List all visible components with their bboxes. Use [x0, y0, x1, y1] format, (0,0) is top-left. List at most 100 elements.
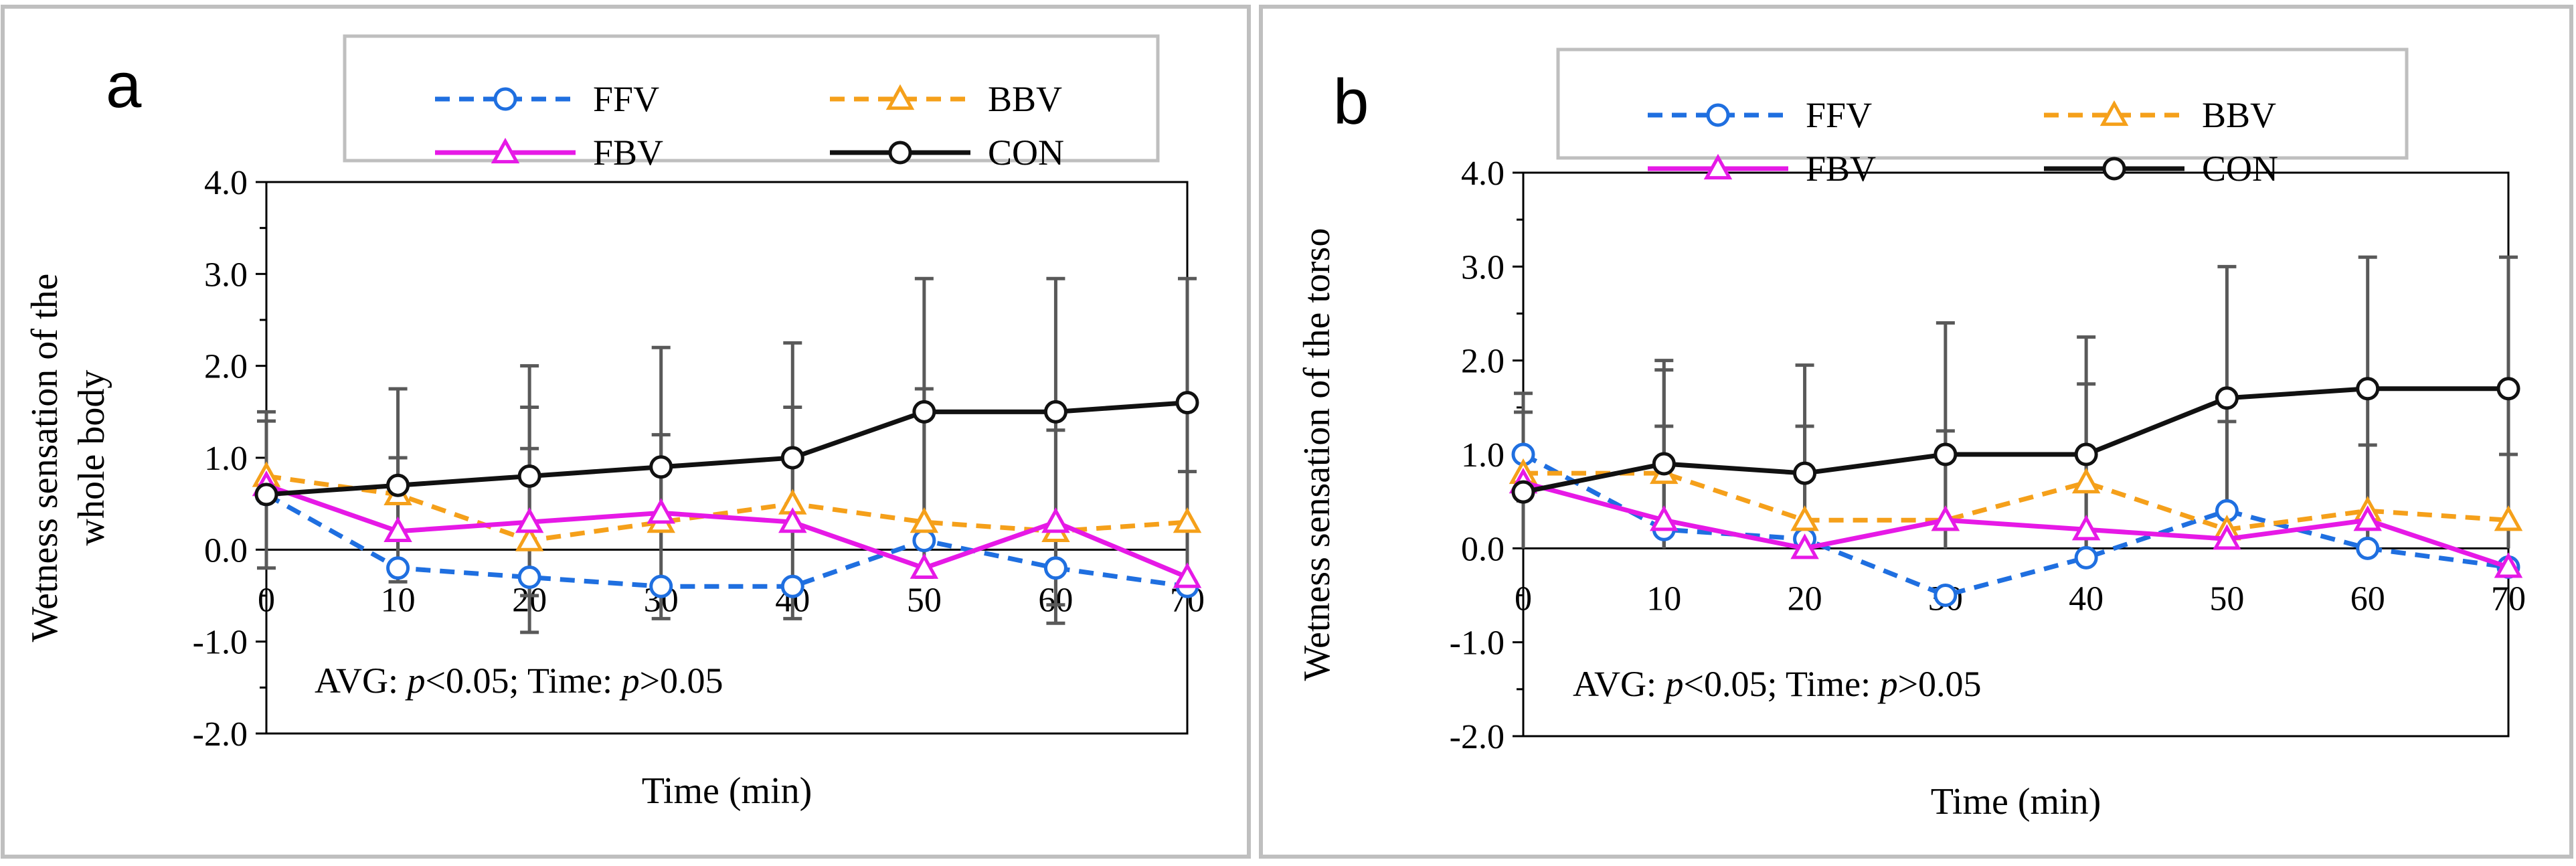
x-axis-title: Time (min)	[642, 770, 812, 812]
series-line-ffv	[1522, 452, 2509, 598]
series-con	[254, 391, 1199, 507]
y-tick-label: 3.0	[1461, 248, 1505, 286]
legend-label: FBV	[593, 133, 663, 173]
data-point-con	[912, 400, 936, 424]
data-point-fbv	[2213, 524, 2241, 550]
x-tick-label: 70	[2491, 580, 2526, 618]
y-axis-title: whole body	[71, 370, 112, 546]
series-line-con	[1523, 386, 2508, 495]
legend-label: FBV	[1806, 149, 1876, 189]
data-point-con	[2215, 386, 2239, 410]
legend-box	[343, 34, 1160, 163]
data-point-fbv	[2071, 515, 2101, 541]
y-tick-label: 0.0	[1461, 530, 1505, 568]
y-tick-label: -2.0	[193, 715, 248, 754]
panel-b: 4.03.02.01.00.0-1.0-2.0010203040506070Ti…	[1259, 5, 2573, 859]
legend-marker	[1706, 103, 1730, 127]
x-tick-label: 20	[1788, 580, 1822, 618]
annotation-part: >0.05	[1898, 664, 1982, 704]
data-point-ffv	[780, 574, 804, 598]
data-point-fbv	[1650, 505, 1679, 531]
y-axis-title: Wetness sensation of the torso	[1296, 228, 1338, 681]
legend-marker	[2099, 100, 2129, 126]
legend-marker	[885, 84, 915, 110]
legend-entry-bbv: BBV	[2044, 95, 2276, 135]
data-point-con	[2496, 377, 2520, 401]
legend-marker	[493, 87, 517, 111]
data-point-con	[1793, 461, 1817, 485]
y-tick-label: 4.0	[1461, 155, 1505, 193]
legend: FFV BBV FBV CON	[1556, 48, 2409, 189]
x-tick-label: 0	[258, 581, 275, 619]
legend-label: BBV	[2202, 95, 2276, 135]
data-point-con	[517, 464, 541, 488]
data-point-fbv	[383, 516, 412, 542]
x-tick-label: 60	[2350, 580, 2385, 618]
data-point-con	[386, 473, 410, 497]
p-symbol: p	[619, 661, 640, 701]
data-point-con	[2356, 377, 2380, 401]
legend-marker	[888, 141, 912, 165]
data-point-fbv	[1173, 562, 1202, 588]
data-point-con	[1511, 480, 1535, 504]
legend-box	[1556, 48, 2409, 160]
y-tick-label: 0.0	[204, 531, 248, 570]
y-axis: 4.0 3.0 2.0 1.0 0.0 -1.0 -2.0	[1450, 155, 1523, 756]
data-point-con	[254, 483, 278, 507]
legend-label: BBV	[988, 79, 1062, 119]
series-line-ffv	[265, 492, 1188, 589]
annotation-part: >0.05	[640, 661, 723, 701]
data-point-fbv	[515, 507, 544, 533]
series-fbv	[252, 470, 1202, 588]
x-axis-title: Time (min)	[1931, 781, 2101, 822]
panel-letter: b	[1333, 66, 1369, 138]
legend: FFV BBV FBV CON	[343, 34, 1160, 173]
x-tick-label: 10	[381, 581, 416, 619]
legend-label: CON	[988, 133, 1064, 173]
error-bar	[2499, 452, 2518, 549]
legend-entry-con: CON	[830, 133, 1064, 173]
legend-entry-ffv: FFV	[435, 79, 659, 119]
panel-letter: a	[106, 50, 142, 121]
annotation-part: <0.05; Time:	[426, 661, 622, 701]
y-axis: 4.0 3.0 2.0 1.0 0.0 -1.0 -2.0	[193, 164, 266, 754]
legend-entry-con: CON	[2044, 149, 2278, 189]
legend-entry-ffv: FFV	[1648, 95, 1872, 135]
data-point-bbv	[2071, 467, 2101, 494]
x-tick-label: 0	[1515, 580, 1532, 618]
data-point-bbv	[515, 525, 544, 551]
data-point-fbv	[778, 507, 807, 533]
y-tick-label: 2.0	[1461, 343, 1505, 381]
data-point-ffv	[2074, 545, 2098, 570]
legend-marker	[2102, 157, 2126, 181]
legend-entry-fbv: FBV	[435, 133, 663, 173]
data-point-con	[1652, 452, 1676, 476]
legend-entry-fbv: FBV	[1648, 149, 1876, 189]
data-point-bbv	[910, 507, 939, 533]
series-con	[1511, 377, 2520, 504]
annotation-part: <0.05; Time:	[1684, 664, 1880, 704]
data-point-fbv	[647, 498, 675, 524]
data-point-bbv	[1173, 507, 1202, 533]
annotation-part: AVG:	[315, 661, 408, 701]
data-point-fbv	[2353, 505, 2382, 531]
data-point-ffv	[649, 574, 673, 598]
data-point-ffv	[517, 566, 541, 590]
y-tick-label: 2.0	[204, 348, 248, 386]
x-tick-label: 50	[907, 581, 942, 619]
y-tick-label: 1.0	[1461, 436, 1505, 474]
x-tick-label: 50	[2209, 580, 2244, 618]
data-point-con	[780, 446, 804, 470]
data-point-fbv	[2494, 552, 2523, 578]
y-tick-label: -1.0	[193, 624, 248, 662]
data-point-con	[2074, 442, 2098, 466]
data-point-bbv	[2494, 505, 2523, 531]
series-line-fbv	[1523, 480, 2510, 570]
legend-marker	[1703, 153, 1733, 180]
series-line-con	[266, 400, 1188, 497]
data-point-fbv	[1790, 533, 1819, 559]
stats-annotation: AVG: p<0.05; Time: p>0.05	[315, 661, 723, 701]
y-tick-label: 1.0	[204, 440, 248, 478]
data-point-fbv	[1931, 505, 1960, 531]
